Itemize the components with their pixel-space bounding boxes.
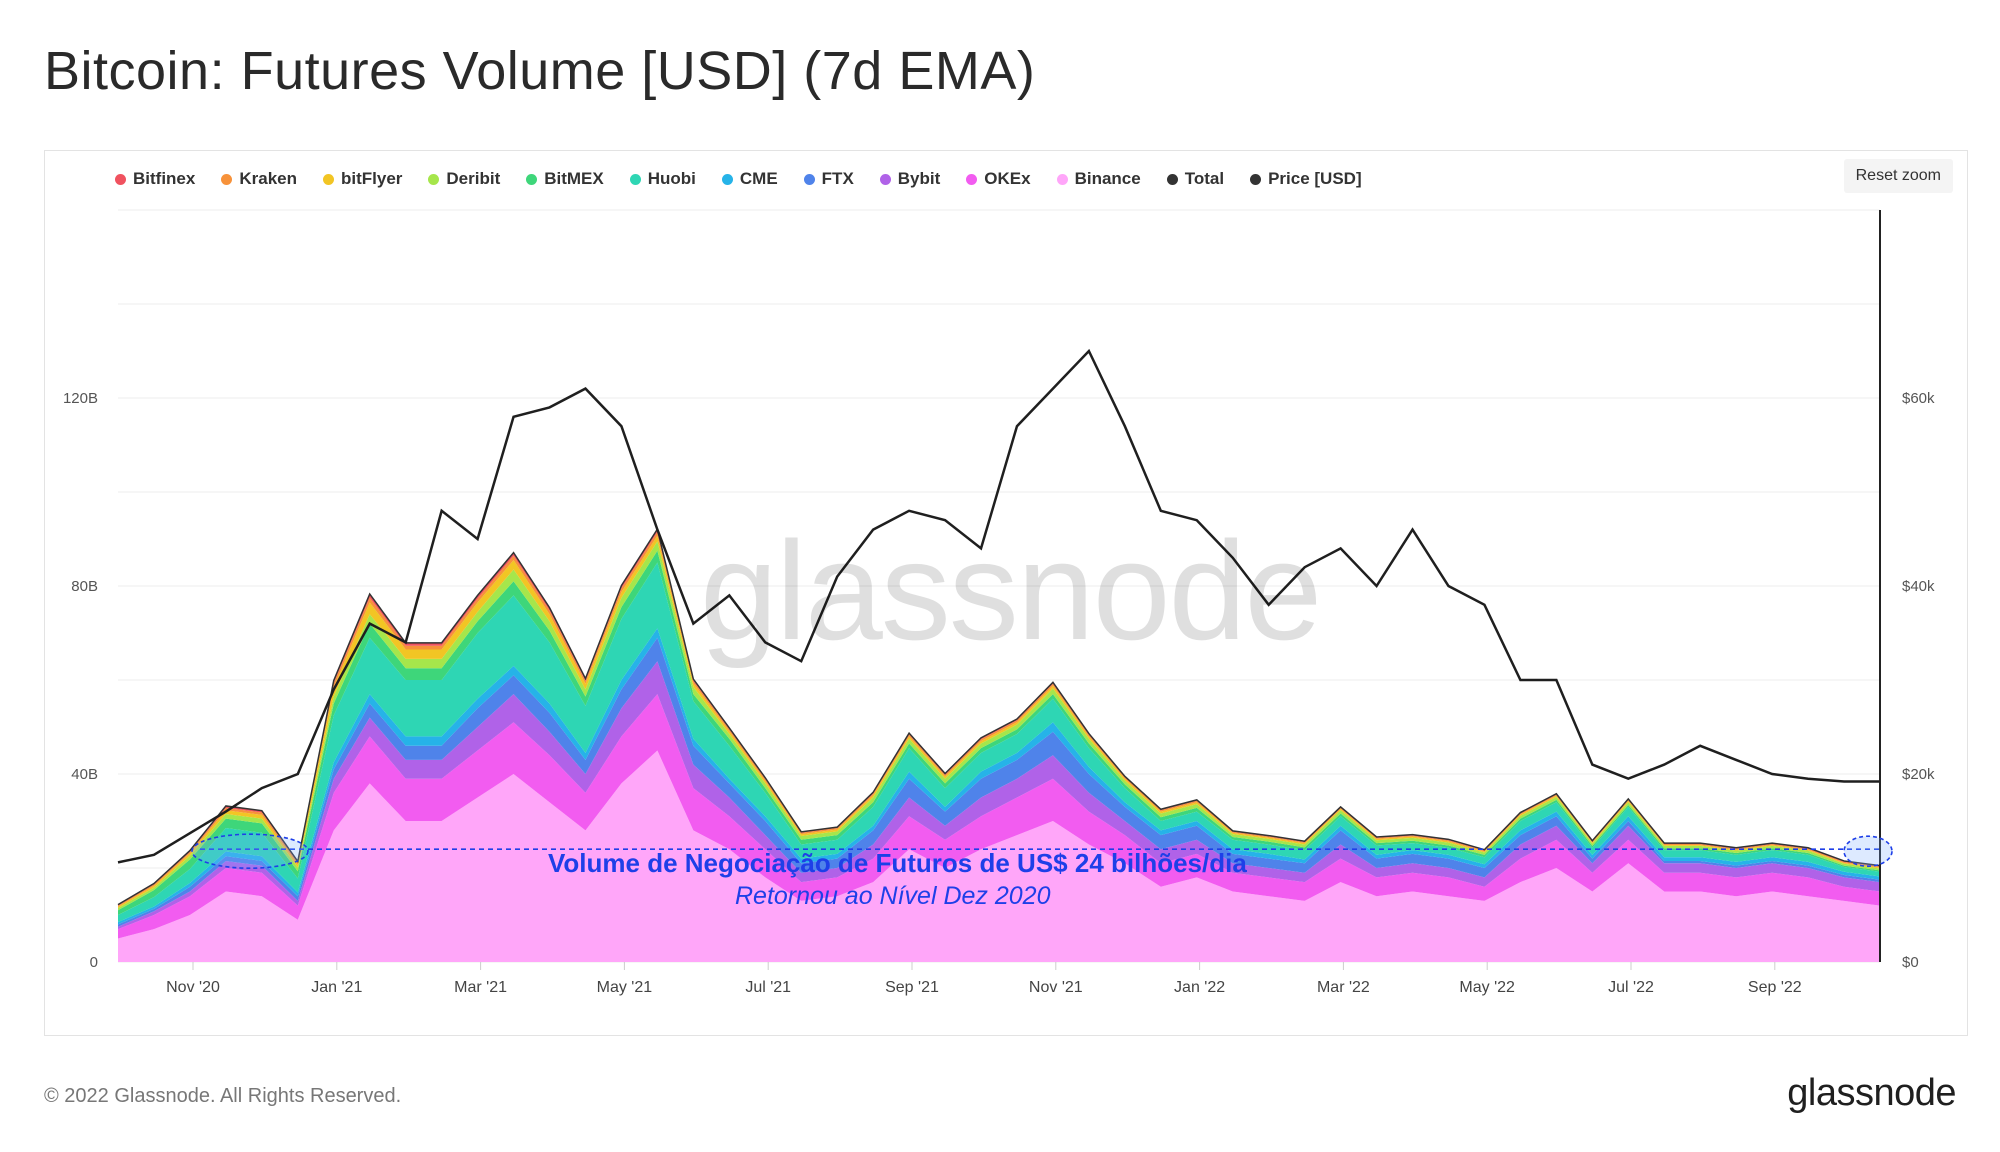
legend-label: BitMEX	[544, 169, 604, 188]
x-tick-label: Sep '22	[1748, 979, 1802, 996]
x-tick-label: Mar '22	[1317, 979, 1370, 996]
legend-label: Bitfinex	[133, 169, 196, 188]
y-left-tick-label: 80B	[71, 578, 98, 595]
legend-label: bitFlyer	[340, 169, 403, 188]
legend-item-price-usd[interactable]: Price [USD]	[1250, 169, 1362, 189]
legend-dot-icon	[1056, 173, 1068, 185]
legend-item-bitfinex[interactable]: Bitfinex	[115, 169, 195, 189]
legend-dot-icon	[966, 173, 978, 185]
x-tick-label: Sep '21	[885, 979, 939, 996]
legend-item-bybit[interactable]: Bybit	[879, 169, 941, 189]
legend-dot-icon	[428, 173, 440, 185]
legend-item-kraken[interactable]: Kraken	[221, 169, 297, 189]
legend-dot-icon	[721, 173, 733, 185]
x-tick-label: Jul '22	[1608, 979, 1654, 996]
y-right-tick-label: $0	[1902, 954, 1919, 971]
x-tick-label: Mar '21	[454, 979, 507, 996]
legend-label: Bybit	[897, 169, 941, 188]
series-area-okex	[118, 694, 1880, 939]
x-tick-label: May '21	[597, 979, 653, 996]
y-right-tick-label: $20k	[1902, 766, 1935, 783]
series-area-ftx	[118, 637, 1880, 927]
x-tick-label: Jul '21	[745, 979, 791, 996]
legend-dot-icon	[115, 173, 126, 185]
legend-label: CME	[739, 169, 778, 188]
legend-label: FTX	[821, 169, 854, 188]
legend-dot-icon	[879, 173, 891, 185]
x-tick-label: Nov '21	[1029, 979, 1083, 996]
legend-item-okex[interactable]: OKEx	[966, 169, 1031, 189]
legend-item-deribit[interactable]: Deribit	[428, 169, 500, 189]
legend-dot-icon	[322, 173, 334, 185]
legend-dot-icon	[803, 173, 815, 185]
legend-dot-icon	[1166, 173, 1178, 185]
x-tick-label: Jan '21	[311, 979, 362, 996]
legend-item-cme[interactable]: CME	[721, 169, 778, 189]
y-right-tick-label: $60k	[1902, 390, 1935, 407]
legend-item-huobi[interactable]: Huobi	[629, 169, 696, 189]
legend-item-bitmex[interactable]: BitMEX	[526, 169, 604, 189]
legend-dot-icon	[526, 173, 538, 185]
reset-zoom-button[interactable]: Reset zoom	[1843, 159, 1953, 193]
legend-label: Total	[1184, 169, 1225, 188]
annotation-ellipse-right	[1843, 835, 1893, 868]
chart-title: Bitcoin: Futures Volume [USD] (7d EMA)	[44, 41, 1036, 101]
annotation-sub: Retornou ao Nível Dez 2020	[735, 882, 1051, 910]
legend-dot-icon	[221, 173, 233, 185]
chart-legend: Bitfinex Kraken bitFlyer Deribit BitMEX Huobi…	[115, 169, 1362, 189]
legend-item-ftx[interactable]: FTX	[803, 169, 854, 189]
legend-label: OKEx	[984, 169, 1031, 188]
legend-label: Huobi	[647, 169, 696, 188]
x-tick-label: Nov '20	[166, 979, 220, 996]
series-area-huobi	[118, 562, 1880, 923]
y-right-tick-label: $40k	[1902, 578, 1935, 595]
legend-label: Price [USD]	[1268, 169, 1362, 188]
series-line-price	[117, 348, 1880, 864]
legend-item-total[interactable]: Total	[1166, 169, 1225, 189]
legend-dot-icon	[629, 173, 641, 185]
footer-copyright: © 2022 Glassnode. All Rights Reserved.	[44, 1085, 402, 1107]
series-area-bybit	[118, 661, 1880, 930]
y-left-tick-label: 120B	[63, 390, 98, 407]
legend-label: Kraken	[239, 169, 297, 188]
y-left-tick-label: 0	[90, 954, 98, 971]
annotation-ellipse-left	[191, 833, 309, 870]
x-tick-label: May '22	[1459, 979, 1515, 996]
legend-dot-icon	[1250, 173, 1262, 185]
series-line-total	[117, 527, 1881, 906]
x-tick-label: Jan '22	[1174, 979, 1225, 996]
legend-label: Deribit	[446, 169, 501, 188]
series-area-binance	[118, 750, 1880, 962]
footer-logo: glassnode	[1787, 1072, 1956, 1114]
legend-label: Binance	[1074, 169, 1141, 188]
legend-item-binance[interactable]: Binance	[1056, 169, 1141, 189]
annotation-main: Volume de Negociação de Futuros de US$ 2…	[548, 848, 1247, 878]
legend-item-bitflyer[interactable]: bitFlyer	[322, 169, 403, 189]
y-left-tick-label: 40B	[71, 766, 98, 783]
